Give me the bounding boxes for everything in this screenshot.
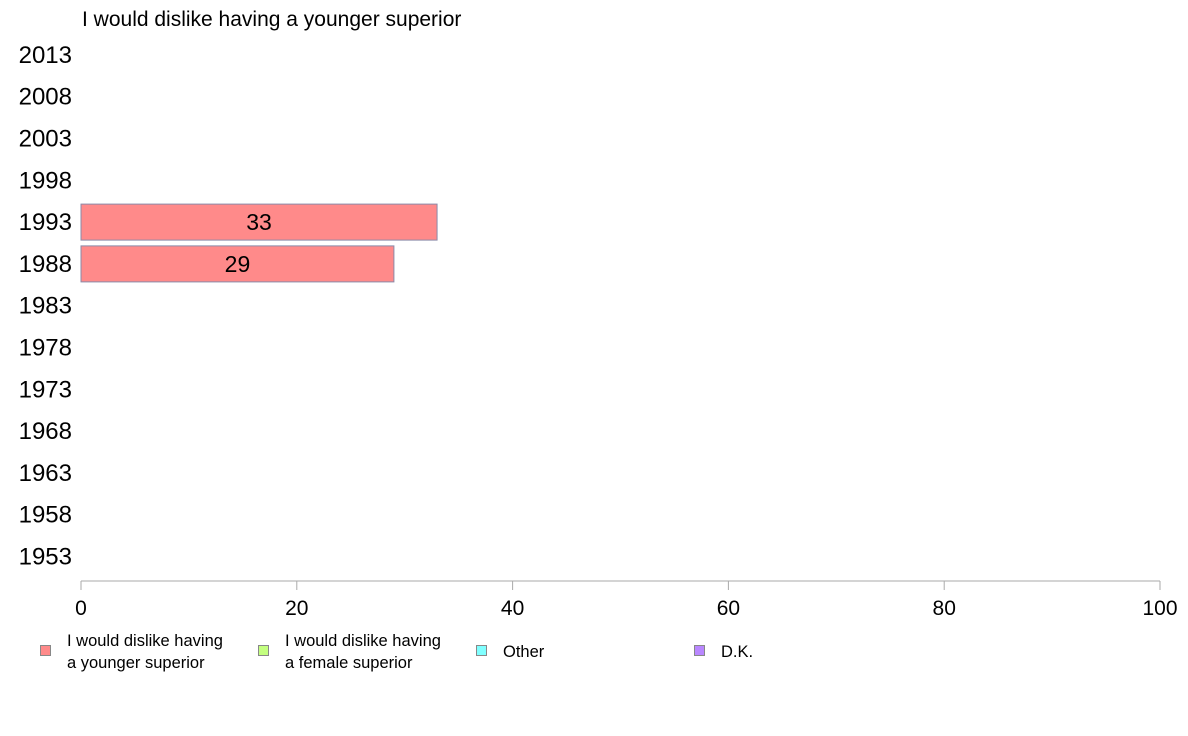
bar-chart: I would dislike having a younger superio… [19, 8, 1178, 620]
legend-swatch [258, 645, 269, 656]
legend-swatch [40, 645, 51, 656]
y-tick-label: 1958 [19, 502, 72, 529]
bar [80, 203, 438, 241]
y-axis-labels: 2013 2008 2003 1998 1993 1988 1983 1978 1973 1968… [19, 42, 72, 571]
bars: 33 29 [80, 203, 438, 283]
x-tick-label: 100 [1142, 597, 1177, 620]
y-tick-label: 1973 [19, 376, 72, 403]
legend-item-other: Other [476, 630, 544, 663]
x-tick-label: 0 [75, 597, 87, 620]
x-tick-label: 60 [717, 597, 740, 620]
legend-item-younger-superior: I would dislike having a younger superio… [40, 630, 223, 674]
y-tick-label: 1993 [19, 209, 72, 236]
x-tick-label: 80 [933, 597, 956, 620]
y-tick-label: 1978 [19, 335, 72, 362]
y-tick-label: 2003 [19, 126, 72, 153]
bar [80, 245, 395, 283]
legend-label: D.K. [721, 643, 754, 661]
legend-item-female-superior: I would dislike having a female superior [258, 630, 441, 674]
y-tick-label: 1988 [19, 251, 72, 278]
chart-title: I would dislike having a younger superio… [82, 8, 461, 31]
x-axis: 0 20 40 60 80 100 [75, 580, 1178, 620]
legend-label: I would dislike having a younger superio… [67, 632, 223, 672]
y-tick-label: 1968 [19, 418, 72, 445]
x-tick-label: 40 [501, 597, 524, 620]
legend-item-dk: D.K. [694, 630, 753, 663]
y-tick-label: 1963 [19, 460, 72, 487]
legend-swatch [694, 645, 705, 656]
legend: I would dislike having a younger superio… [0, 630, 1188, 690]
y-tick-label: 1953 [19, 544, 72, 571]
y-tick-label: 2013 [19, 42, 72, 69]
legend-label: Other [503, 643, 545, 661]
bar-value-label: 29 [225, 251, 251, 277]
legend-label: I would dislike having a female superior [285, 632, 441, 672]
legend-swatch [476, 645, 487, 656]
y-tick-label: 1998 [19, 167, 72, 194]
y-tick-label: 2008 [19, 84, 72, 111]
bar-value-label: 33 [246, 209, 272, 235]
x-tick-label: 20 [285, 597, 308, 620]
y-tick-label: 1983 [19, 293, 72, 320]
